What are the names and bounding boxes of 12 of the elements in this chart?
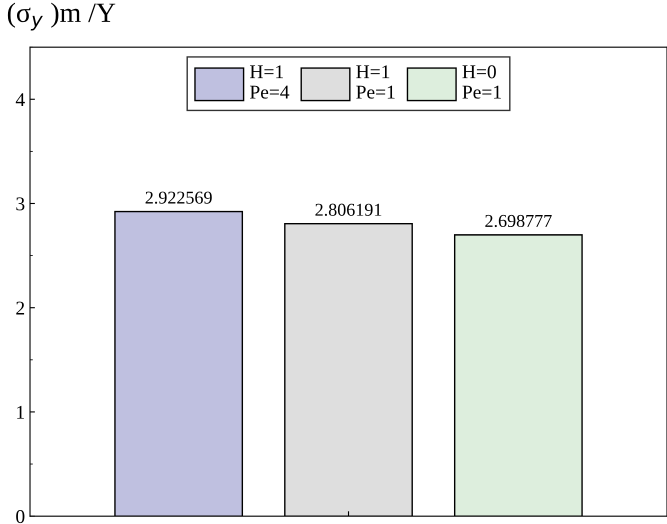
legend-label: H=1 Pe=4: [250, 65, 290, 99]
y-tick-label: 1: [17, 406, 24, 419]
data-label: 2.698777: [485, 214, 552, 228]
y-tick-label: 0: [16, 510, 24, 524]
y-tick-label: 4: [16, 93, 25, 106]
y-tick-label: 2: [16, 302, 24, 314]
y-tick-label: 3: [16, 197, 24, 210]
legend-label: H=0 Pe=1: [462, 65, 501, 99]
legend-label: H=1 Pe=1: [356, 65, 395, 99]
y-axis-title: (σ$_{y}$ )m /Y: [8, 2, 116, 30]
data-label: 2.806191: [315, 204, 382, 216]
data-label: 2.922569: [146, 192, 212, 204]
